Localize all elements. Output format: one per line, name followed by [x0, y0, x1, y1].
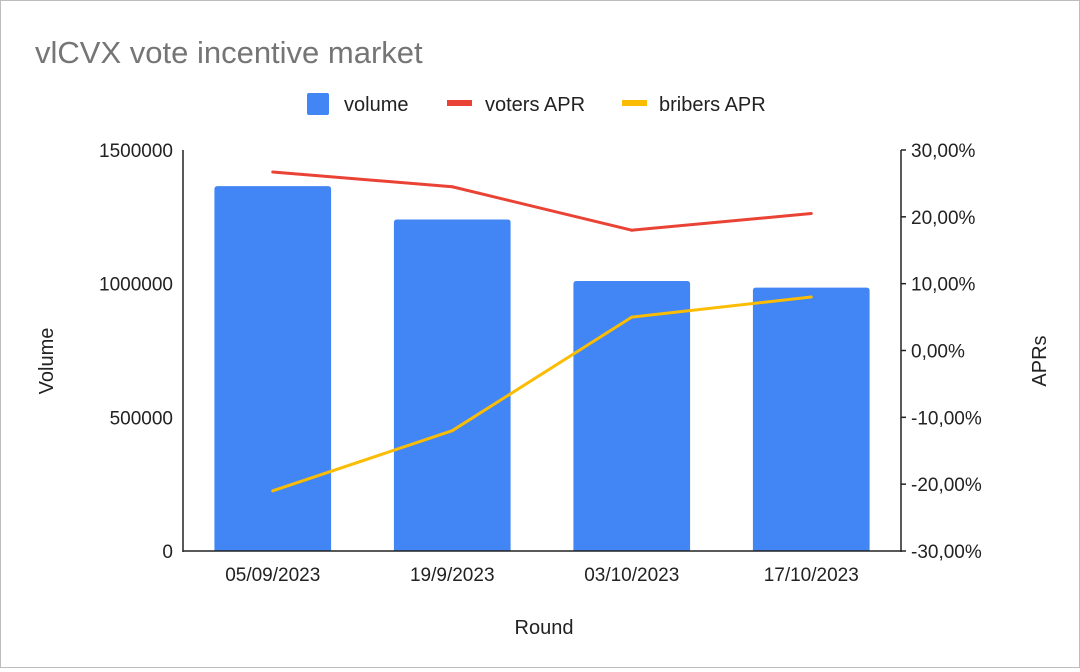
line-bribers-apr: [272, 295, 812, 493]
point-bribers-apr-1: [271, 489, 275, 493]
point-bribers-apr-2: [450, 429, 454, 433]
legend-item-volume[interactable]: volume: [307, 93, 408, 116]
bar-volume-4: [752, 287, 870, 551]
x-tick-label: 17/10/2023: [764, 565, 859, 586]
point-bribers-apr-3: [630, 315, 634, 319]
right-tick-label: -10,00%: [911, 408, 982, 429]
left-tick-label: 500000: [110, 408, 173, 429]
legend-item-bribers-apr[interactable]: bribers APR: [622, 94, 766, 116]
point-voters-apr-1: [271, 170, 275, 174]
right-tick-label: 10,00%: [911, 275, 976, 296]
left-tick-labels: 0 500000 1000000 1500000: [99, 141, 173, 563]
legend-swatch-voters-apr: [447, 100, 472, 106]
left-tick-label: 1500000: [99, 141, 173, 162]
right-tick-labels: -30,00% -20,00% -10,00% 0,00% 10,00% 20,00% 30…: [901, 141, 982, 563]
bars-layer: [214, 186, 870, 552]
lines-layer: [271, 170, 813, 493]
legend-label-volume: volume: [344, 94, 408, 116]
right-tick-label: 0,00%: [911, 342, 965, 363]
right-tick-label: 30,00%: [911, 141, 976, 162]
line-voters-apr: [272, 170, 812, 232]
x-tick-label: 05/09/2023: [225, 565, 320, 586]
x-tick-label: 19/9/2023: [410, 565, 495, 586]
point-voters-apr-4: [809, 211, 813, 215]
legend: volume voters APR bribers APR: [307, 93, 766, 116]
bar-volume-3: [573, 280, 691, 551]
bar-volume-2: [393, 219, 511, 552]
right-tick-label: -20,00%: [911, 475, 982, 496]
chart-title: vlCVX vote incentive market: [35, 35, 423, 70]
legend-item-voters-apr[interactable]: voters APR: [447, 94, 585, 116]
x-axis-title: Round: [515, 617, 574, 639]
left-tick-label: 1000000: [99, 275, 173, 296]
bar-volume-1: [214, 186, 332, 551]
y2-axis-title: APRs: [1029, 335, 1051, 386]
legend-swatch-volume: [307, 93, 329, 115]
point-voters-apr-2: [450, 185, 454, 189]
legend-swatch-bribers-apr: [622, 100, 647, 106]
right-tick-label: -30,00%: [911, 542, 982, 563]
legend-label-bribers-apr: bribers APR: [659, 94, 766, 116]
x-tick-labels: 05/09/2023 19/9/2023 03/10/2023 17/10/2023: [225, 565, 859, 586]
x-tick-label: 03/10/2023: [584, 565, 679, 586]
point-voters-apr-3: [630, 228, 634, 232]
point-bribers-apr-4: [809, 295, 813, 299]
legend-label-voters-apr: voters APR: [485, 94, 585, 116]
left-tick-label: 0: [162, 542, 173, 563]
right-tick-label: 20,00%: [911, 208, 976, 229]
y-axis-title: Volume: [36, 328, 58, 395]
